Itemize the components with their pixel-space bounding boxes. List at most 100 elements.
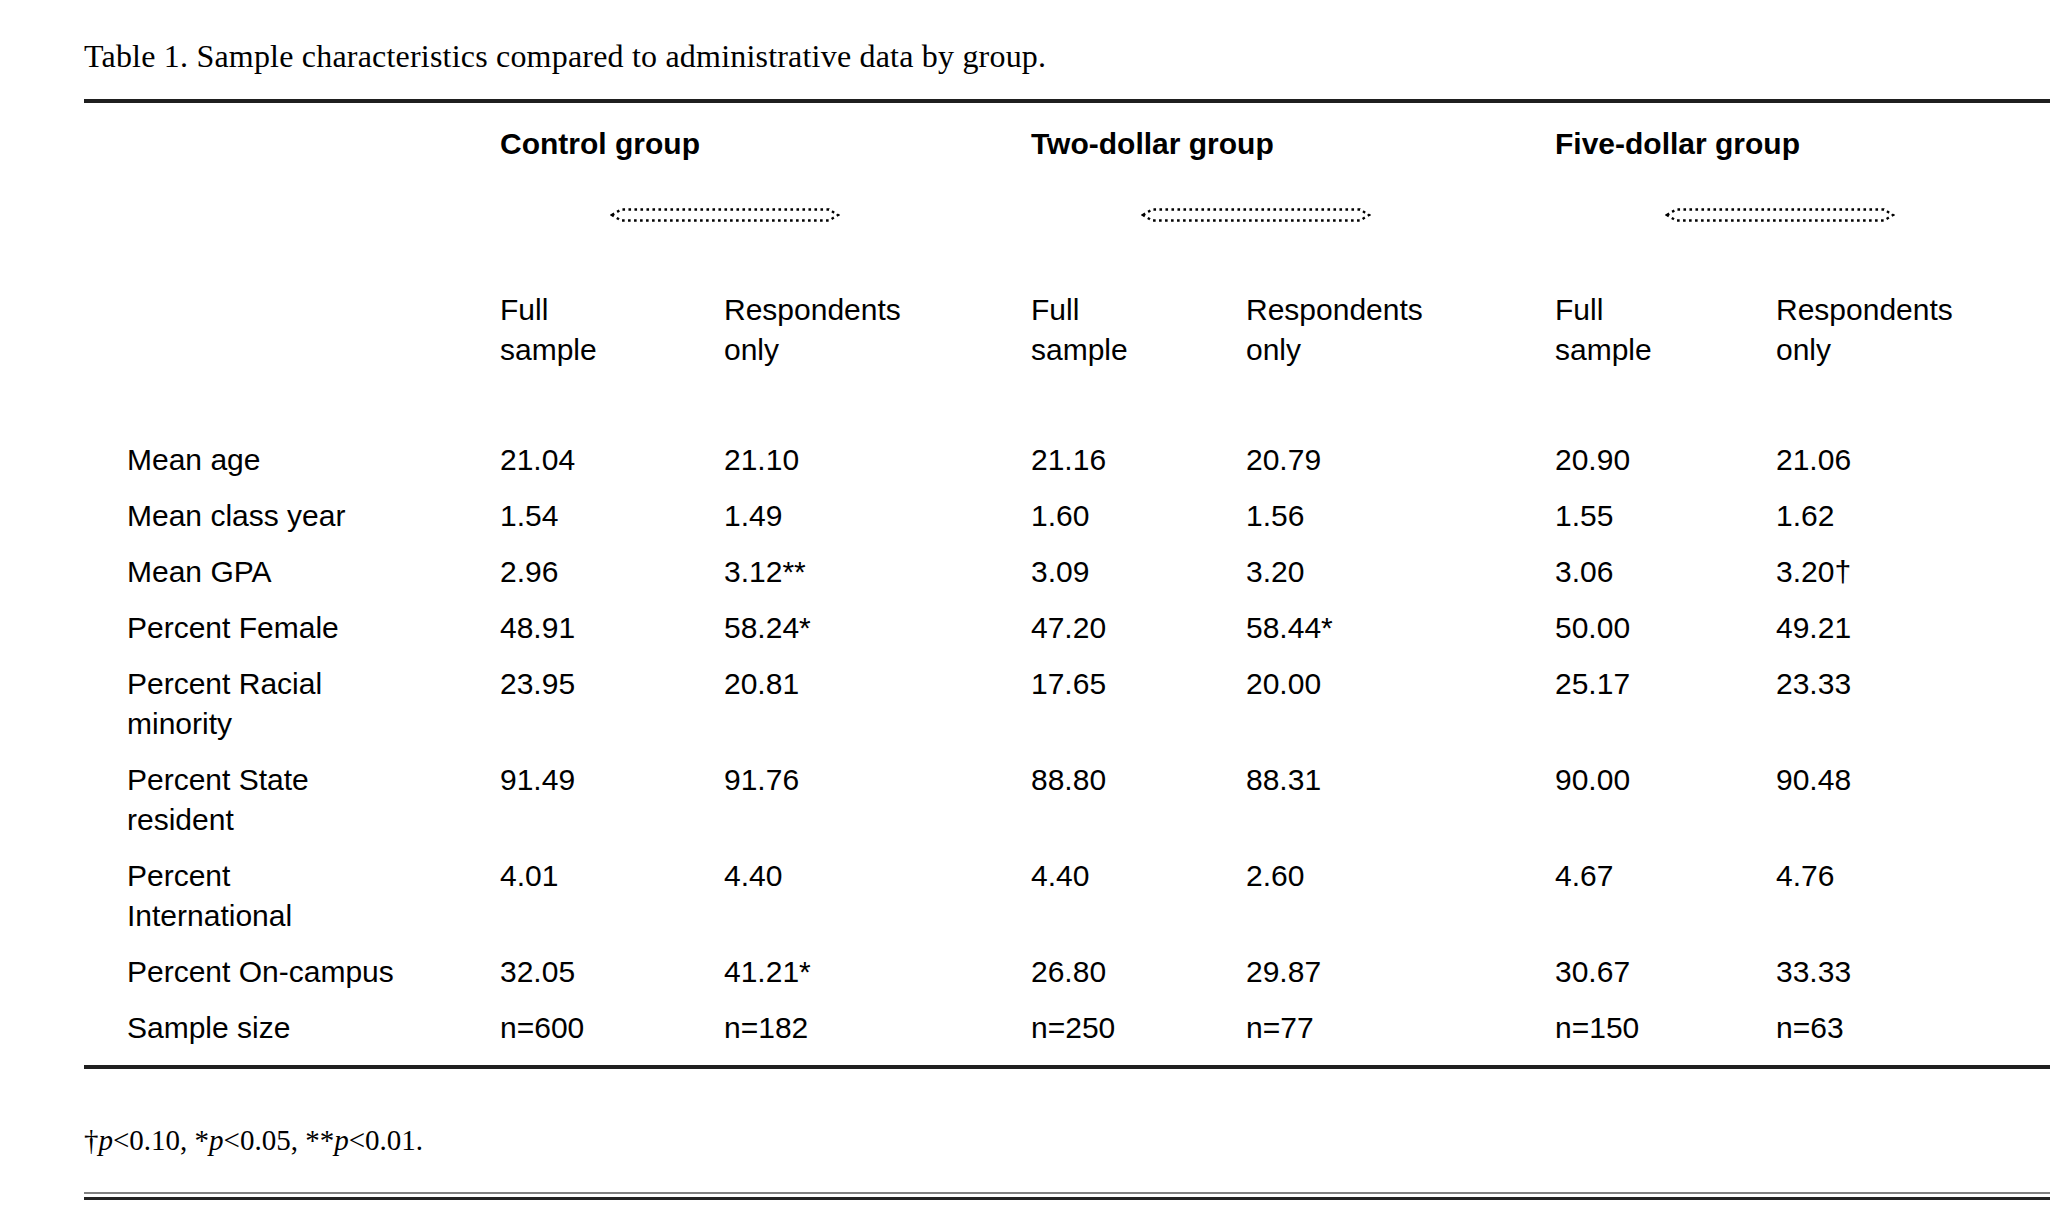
cell-value: 17.65 xyxy=(1031,664,1246,704)
cell-value: 4.67 xyxy=(1555,856,1776,896)
row-label-line: minority xyxy=(127,704,500,744)
row-label-line: resident xyxy=(127,800,500,840)
row-label: Mean age xyxy=(84,440,500,480)
cell-value: 91.76 xyxy=(724,760,1031,800)
cell-value: n=600 xyxy=(500,1008,724,1048)
cell-value: 2.96 xyxy=(500,552,724,592)
group-label: Five-dollar group xyxy=(1555,124,2050,164)
cell-value: n=250 xyxy=(1031,1008,1246,1048)
cell-value: 20.90 xyxy=(1555,440,1776,480)
row-label: Percent Female xyxy=(84,608,500,648)
subheader-line: sample xyxy=(1031,330,1246,370)
dotted-bracket-icon xyxy=(610,207,840,223)
subheader-full-sample: Full sample xyxy=(1031,290,1246,370)
cell-value: 32.05 xyxy=(500,952,724,992)
row-label-line: Percent On-campus xyxy=(127,952,500,992)
cell-value: 4.40 xyxy=(724,856,1031,896)
group-header-five-dollar: Five-dollar group xyxy=(1555,124,2050,223)
footnote-text: <0.01. xyxy=(349,1124,423,1156)
subheader-line: Full xyxy=(1031,290,1246,330)
subheader-line: Respondents xyxy=(724,290,1031,330)
row-label: Percent Stateresident xyxy=(84,760,500,840)
subheader-line: only xyxy=(1246,330,1555,370)
bottom-rule xyxy=(84,1192,2050,1200)
row-label: Percent On-campus xyxy=(84,952,500,992)
subheader-line: sample xyxy=(1555,330,1776,370)
cell-value: 21.04 xyxy=(500,440,724,480)
dotted-bracket-icon xyxy=(1141,207,1371,223)
cell-value: 29.87 xyxy=(1246,952,1555,992)
cell-value: 4.01 xyxy=(500,856,724,896)
row-label-line: Percent Racial xyxy=(127,664,500,704)
footnote-text: † xyxy=(84,1124,99,1156)
subheader-line: Full xyxy=(1555,290,1776,330)
footnote-p: p xyxy=(209,1124,224,1156)
row-label-line: Percent Female xyxy=(127,608,500,648)
table-title: Table 1. Sample characteristics compared… xyxy=(84,36,2070,76)
cell-value: 48.91 xyxy=(500,608,724,648)
subheader-respondents-only: Respondents only xyxy=(1776,290,2050,370)
cell-value: n=77 xyxy=(1246,1008,1555,1048)
row-label-line: Percent State xyxy=(127,760,500,800)
row-label: Percent Racialminority xyxy=(84,664,500,744)
row-label-line: Mean age xyxy=(127,440,500,480)
footnote-text: ** xyxy=(305,1124,334,1156)
cell-value: 88.80 xyxy=(1031,760,1246,800)
cell-value: n=63 xyxy=(1776,1008,2050,1048)
footnote: †p<0.10, *p<0.05, **p<0.01. xyxy=(84,1122,2070,1158)
cell-value: 1.54 xyxy=(500,496,724,536)
cell-value: 49.21 xyxy=(1776,608,2050,648)
row-label: Mean class year xyxy=(84,496,500,536)
row-label-line: Mean class year xyxy=(127,496,500,536)
cell-value: 20.81 xyxy=(724,664,1031,704)
subheader-line: only xyxy=(1776,330,2050,370)
dotted-bracket-icon xyxy=(1665,207,1895,223)
cell-value: 23.95 xyxy=(500,664,724,704)
group-label: Two-dollar group xyxy=(1031,124,1555,164)
group-label: Control group xyxy=(500,124,1031,164)
row-label: Mean GPA xyxy=(84,552,500,592)
cell-value: 91.49 xyxy=(500,760,724,800)
row-label-line: Percent xyxy=(127,856,500,896)
cell-value: 1.55 xyxy=(1555,496,1776,536)
cell-value: 1.56 xyxy=(1246,496,1555,536)
cell-value: 3.12** xyxy=(724,552,1031,592)
cell-value: 4.76 xyxy=(1776,856,2050,896)
cell-value: 90.48 xyxy=(1776,760,2050,800)
cell-value: 50.00 xyxy=(1555,608,1776,648)
row-label-line: International xyxy=(127,896,500,936)
subheader-line: Full xyxy=(500,290,724,330)
cell-value: 21.16 xyxy=(1031,440,1246,480)
cell-value: 3.09 xyxy=(1031,552,1246,592)
table-body: Mean age21.0421.1021.1620.7920.9021.06Me… xyxy=(84,440,2050,1048)
subheader-line: only xyxy=(724,330,1031,370)
cell-value: 21.06 xyxy=(1776,440,2050,480)
footnote-p: p xyxy=(334,1124,349,1156)
cell-value: 90.00 xyxy=(1555,760,1776,800)
subheader-row: Full sample Respondents only Full sample… xyxy=(84,290,2050,370)
footnote-text: * xyxy=(195,1124,210,1156)
row-label-line: Mean GPA xyxy=(127,552,500,592)
group-header-two-dollar: Two-dollar group xyxy=(1031,124,1555,223)
cell-value: 47.20 xyxy=(1031,608,1246,648)
subheader-line: sample xyxy=(500,330,724,370)
cell-value: 3.06 xyxy=(1555,552,1776,592)
subheader-respondents-only: Respondents only xyxy=(1246,290,1555,370)
footnote-text: <0.05, xyxy=(224,1124,306,1156)
cell-value: 3.20† xyxy=(1776,552,2050,592)
row-label: PercentInternational xyxy=(84,856,500,936)
cell-value: 26.80 xyxy=(1031,952,1246,992)
cell-value: 58.44* xyxy=(1246,608,1555,648)
cell-value: 3.20 xyxy=(1246,552,1555,592)
cell-value: 23.33 xyxy=(1776,664,2050,704)
subheader-line: Respondents xyxy=(1246,290,1555,330)
subheader-full-sample: Full sample xyxy=(500,290,724,370)
cell-value: n=150 xyxy=(1555,1008,1776,1048)
row-label: Sample size xyxy=(84,1008,500,1048)
cell-value: 2.60 xyxy=(1246,856,1555,896)
cell-value: 21.10 xyxy=(724,440,1031,480)
top-rule xyxy=(84,99,2050,103)
cell-value: 1.60 xyxy=(1031,496,1246,536)
group-header-row: Control group Two-dollar group Five-doll… xyxy=(84,124,2050,223)
row-label-line: Sample size xyxy=(127,1008,500,1048)
